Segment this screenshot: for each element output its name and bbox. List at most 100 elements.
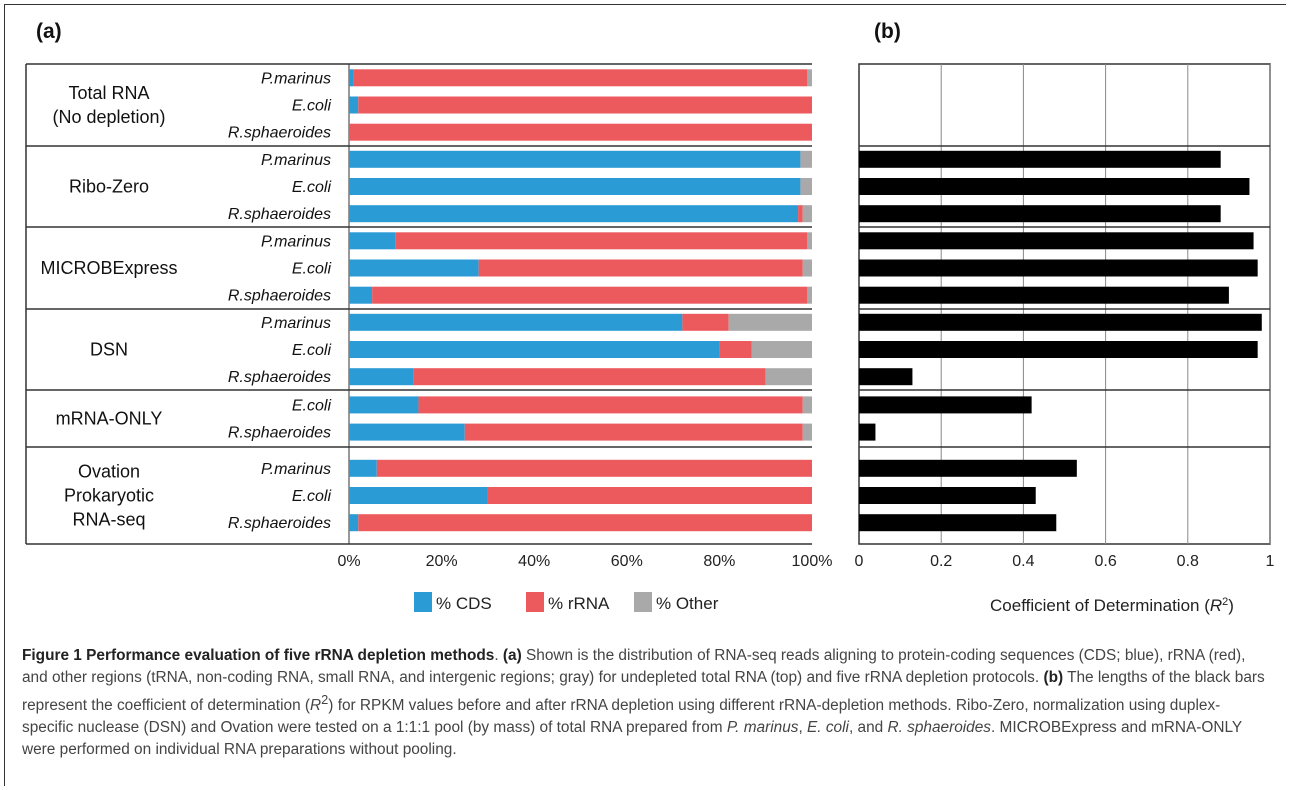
caption-title: Figure 1 Performance evaluation of five … — [22, 647, 495, 664]
species-label: P.marinus — [261, 461, 331, 478]
r2-bar — [859, 150, 1221, 168]
r2-bar — [859, 368, 913, 386]
species-label: E.coli — [292, 342, 332, 359]
x-tick-label-a: 40% — [518, 553, 550, 570]
panel-b-label: (b) — [874, 20, 901, 43]
bar-segment-other — [807, 69, 812, 87]
caption-text-b1: The lengths of the black bars represent … — [22, 669, 1265, 715]
bar-segment-rrna — [487, 487, 812, 504]
x-tick-label-b: 0.6 — [1094, 553, 1116, 570]
bar-segment-cds — [349, 232, 396, 250]
x-tick-label-a: 0% — [337, 553, 360, 570]
r2-bar — [859, 341, 1258, 358]
group-label: Ribo-Zero — [69, 177, 149, 197]
bar-segment-rrna — [372, 286, 808, 304]
bar-segment-rrna — [719, 341, 752, 358]
species-label: R.sphaeroides — [228, 425, 331, 442]
bar-segment-rrna — [798, 205, 803, 223]
xlabel-sup: 2 — [1222, 596, 1228, 608]
caption-species-2: E. coli — [807, 719, 849, 737]
legend-label-other: % Other — [656, 594, 719, 613]
caption-text-a: Shown is the distribution of RNA-seq rea… — [22, 647, 1246, 686]
caption-text-b2: ) for RPKM values before and after rRNA … — [22, 697, 1221, 737]
bar-segment-cds — [349, 178, 801, 195]
chart-a-legend: % CDS % rRNA % Other — [414, 592, 719, 613]
species-label: R.sphaeroides — [228, 515, 331, 532]
x-tick-label-b: 0 — [855, 553, 864, 570]
caption-sep-2: , and — [848, 719, 888, 737]
species-label: R.sphaeroides — [228, 288, 331, 305]
species-label: E.coli — [292, 179, 332, 196]
x-tick-label-a: 60% — [611, 553, 643, 570]
bar-segment-cds — [349, 150, 801, 168]
bar-segment-other — [751, 341, 812, 358]
legend-swatch-other — [634, 592, 652, 612]
bar-segment-other — [802, 396, 812, 414]
bar-segment-cds — [349, 459, 377, 477]
bar-segment-other — [802, 423, 812, 441]
caption-title-end: . — [494, 647, 499, 664]
group-label: (No depletion) — [52, 107, 165, 127]
legend-swatch-cds — [414, 592, 432, 612]
bar-segment-cds — [349, 514, 359, 532]
species-label: P.marinus — [261, 233, 331, 250]
r2-bar — [859, 286, 1229, 304]
caption-r2-r: R — [310, 697, 322, 715]
bar-segment-rrna — [349, 123, 812, 141]
species-label: P.marinus — [261, 315, 331, 332]
group-label: mRNA-ONLY — [56, 409, 163, 429]
r2-bar — [859, 178, 1250, 195]
r2-bar — [859, 313, 1262, 331]
bar-segment-cds — [349, 341, 720, 358]
r2-bar — [859, 487, 1036, 504]
bar-segment-other — [802, 259, 812, 277]
bar-segment-rrna — [464, 423, 803, 441]
caption-species-3: R. sphaeroides — [887, 719, 991, 737]
r2-bar — [859, 205, 1221, 223]
xlabel-suffix: ) — [1228, 596, 1234, 615]
xlabel-prefix: Coefficient of Determination ( — [990, 596, 1210, 615]
bar-segment-cds — [349, 423, 465, 441]
x-tick-label-a: 80% — [703, 553, 735, 570]
group-label: Ovation — [78, 462, 140, 482]
bar-segment-cds — [349, 96, 359, 114]
bar-segment-cds — [349, 313, 683, 331]
r2-bar — [859, 259, 1258, 277]
chart-b-r2-bars: 0 0.2 0.4 0.6 0.8 1 — [855, 63, 1275, 570]
bar-segment-cds — [349, 205, 799, 223]
bar-segment-rrna — [478, 259, 803, 277]
chart-a-stacked-bars: Total RNA (No depletion) P.marinus E.coli R.… — [25, 63, 832, 570]
xlabel-var: R — [1210, 596, 1222, 615]
group-label: RNA-seq — [72, 510, 145, 530]
x-tick-label-b: 0.2 — [930, 553, 952, 570]
caption-species-1: P. marinus — [726, 719, 799, 737]
bar-segment-cds — [349, 259, 479, 277]
caption-sep-1: , — [798, 719, 808, 737]
caption-r2-sup: 2 — [321, 692, 329, 707]
x-tick-label-b: 0.4 — [1012, 553, 1034, 570]
r2-bar — [859, 459, 1077, 477]
species-label: E.coli — [292, 98, 332, 115]
bar-segment-rrna — [418, 396, 803, 414]
r2-bar — [859, 232, 1254, 250]
species-label: E.coli — [292, 261, 332, 278]
caption-text-c: . MICROBExpress and mRNA-ONLY were perfo… — [22, 719, 1242, 759]
species-label: P.marinus — [261, 70, 331, 87]
figure-frame-left — [4, 4, 5, 786]
r2-bar — [859, 514, 1057, 532]
bar-segment-rrna — [358, 514, 812, 532]
bar-segment-other — [800, 178, 812, 195]
legend-swatch-rrna — [526, 592, 544, 612]
caption-a-tag: (a) — [502, 647, 522, 664]
r2-bar — [859, 423, 876, 441]
bar-segment-rrna — [358, 96, 812, 114]
species-label: E.coli — [292, 488, 332, 505]
figure-frame-top — [4, 4, 1286, 5]
group-label: MICROBExpress — [40, 258, 177, 278]
group-label: Prokaryotic — [64, 486, 154, 506]
bar-segment-cds — [349, 69, 354, 87]
bar-segment-other — [800, 150, 812, 168]
r2-bar — [859, 396, 1032, 414]
bar-segment-rrna — [413, 368, 766, 386]
bar-segment-cds — [349, 368, 414, 386]
